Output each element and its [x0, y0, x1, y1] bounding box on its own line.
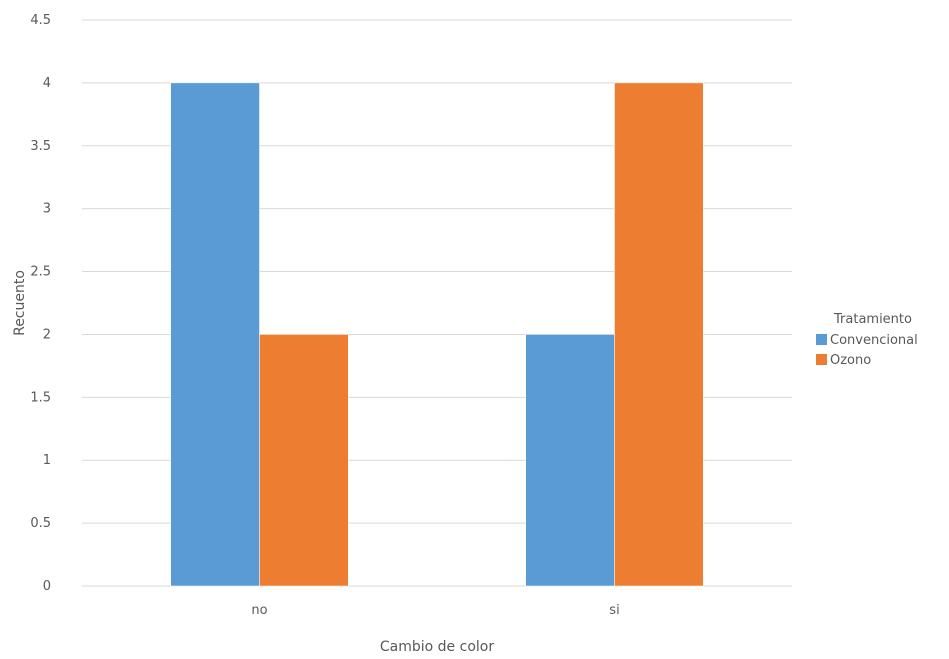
- y-tick-label: 2.5: [30, 265, 51, 280]
- legend-label-ozono: Ozono: [830, 353, 871, 368]
- y-axis-title: Recuento: [12, 270, 28, 336]
- x-tick-label: no: [251, 603, 267, 618]
- y-tick-label: 4: [43, 76, 51, 91]
- bar-convencional-si: [525, 334, 615, 587]
- legend-items: Convencional Ozono: [816, 333, 918, 368]
- y-tick-label: 0: [43, 579, 51, 594]
- y-tick-label: 1.5: [30, 390, 51, 405]
- legend-label-convencional: Convencional: [830, 333, 918, 348]
- legend-swatch-convencional: [816, 334, 827, 345]
- bar-ozono-si: [614, 82, 704, 587]
- y-tick-label: 1: [43, 453, 51, 468]
- bar-ozono-no: [259, 334, 349, 587]
- legend: Tratamiento Convencional Ozono: [816, 312, 918, 368]
- bars: [170, 82, 704, 587]
- y-tick-label: 4.5: [30, 13, 51, 28]
- legend-title: Tratamiento: [833, 312, 912, 327]
- legend-swatch-ozono: [816, 354, 827, 365]
- y-tick-label: 3.5: [30, 139, 51, 154]
- x-axis-ticks: no si: [251, 603, 619, 618]
- y-tick-label: 0.5: [30, 516, 51, 531]
- y-axis-ticks: 0 0.5 1 1.5 2 2.5 3 3.5 4 4.5: [30, 13, 51, 594]
- y-tick-label: 2: [43, 327, 51, 342]
- bar-convencional-no: [170, 82, 260, 587]
- x-axis-title: Cambio de color: [380, 639, 494, 655]
- x-tick-label: si: [609, 603, 619, 618]
- y-tick-label: 3: [43, 202, 51, 217]
